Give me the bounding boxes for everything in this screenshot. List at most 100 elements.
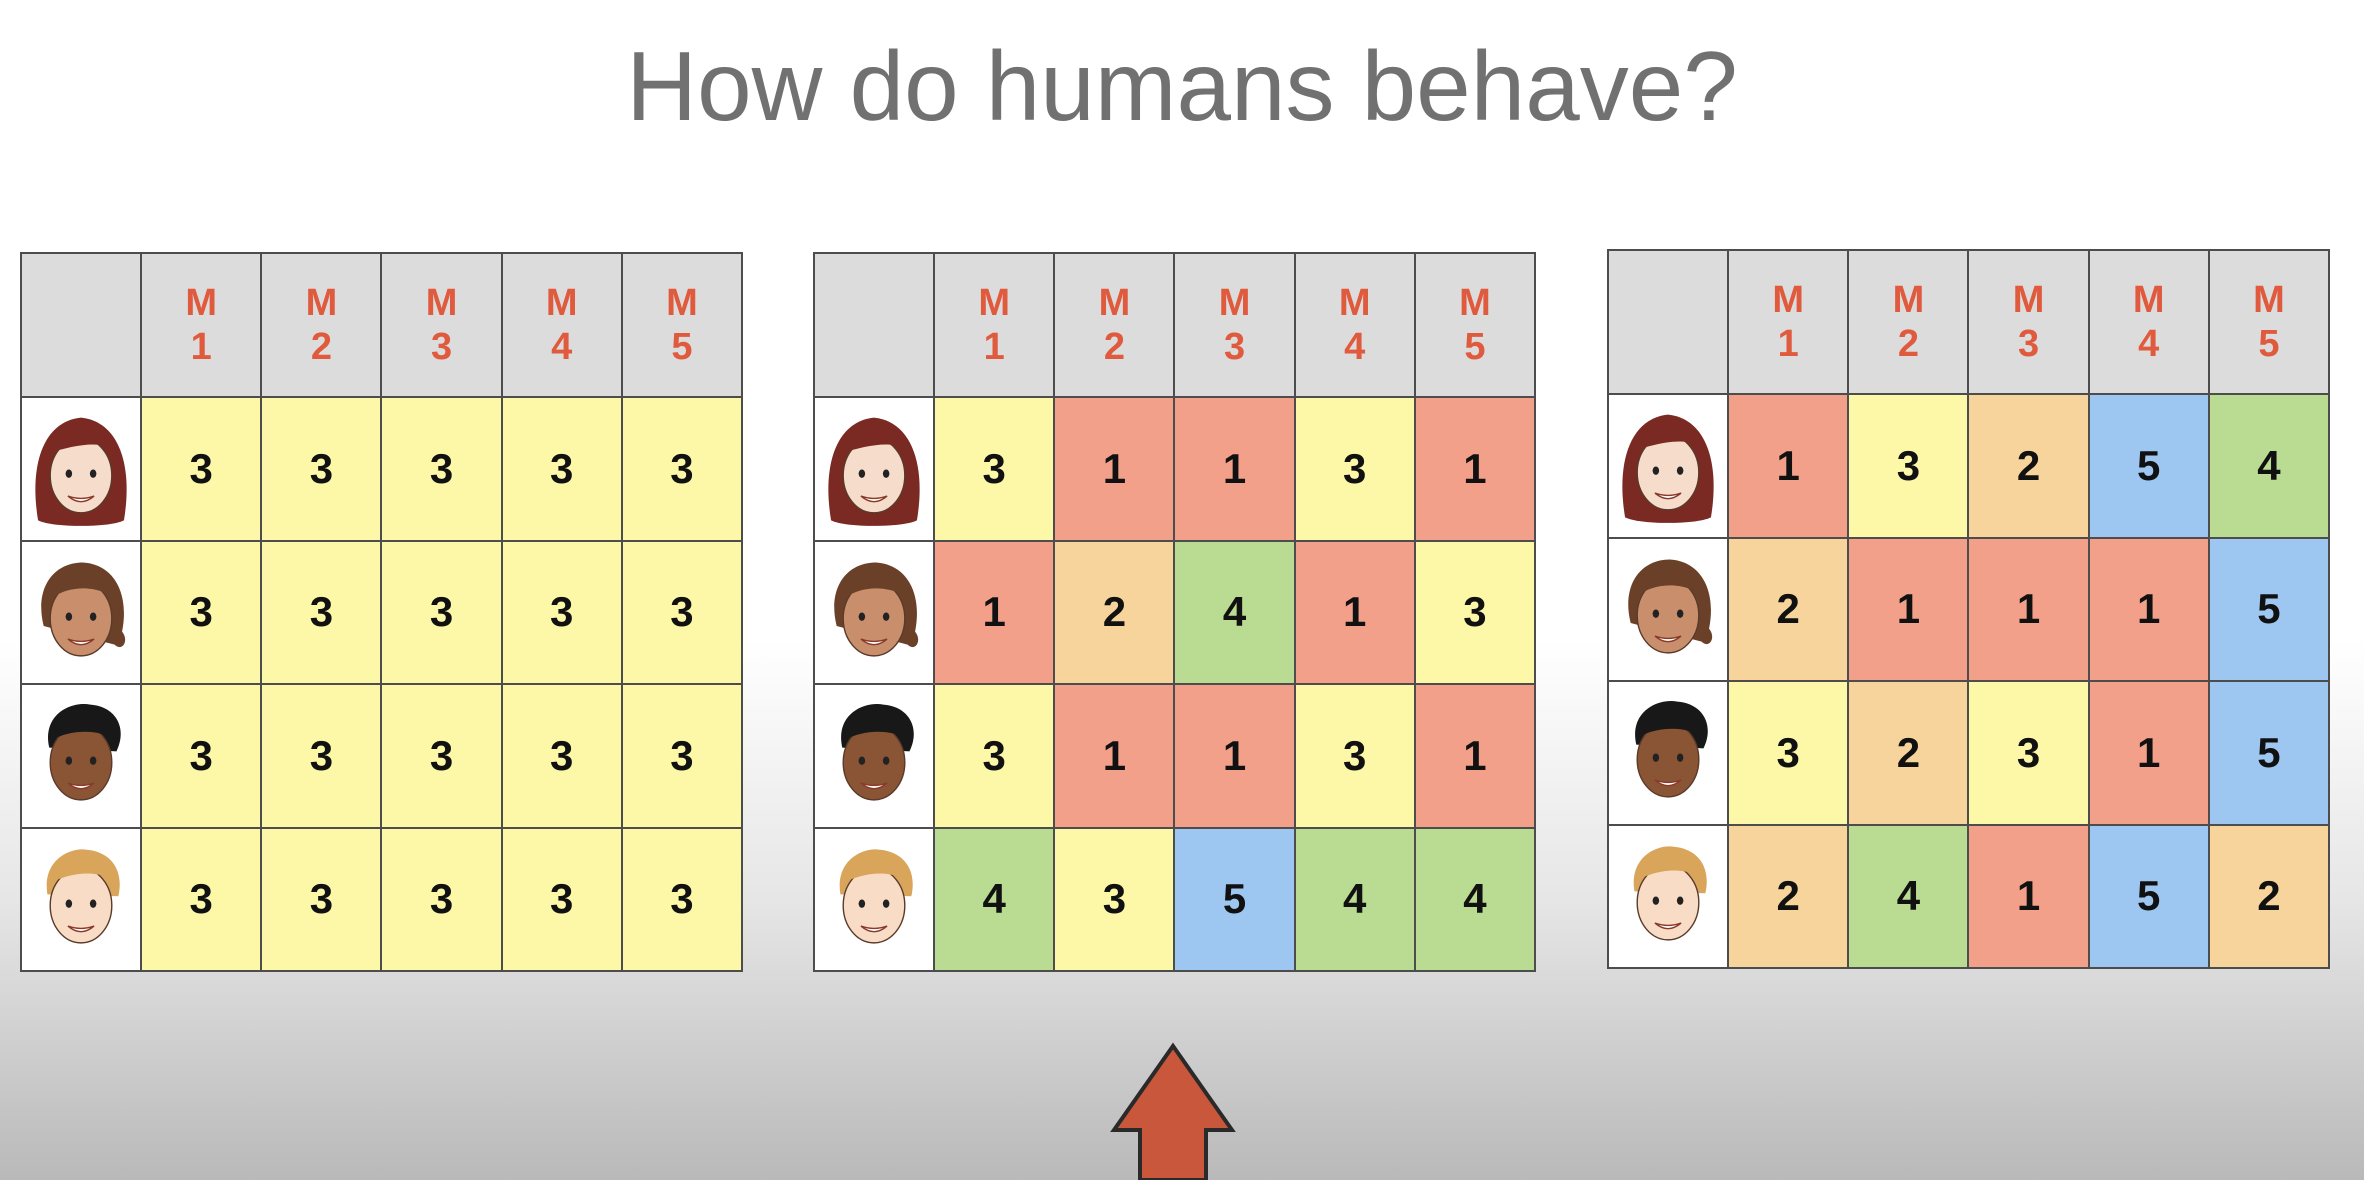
rating-cell: 4: [933, 826, 1056, 972]
woman-red-hair-avatar: [19, 396, 143, 542]
rating-cell: 3: [1413, 539, 1537, 685]
rating-cell: 3: [933, 396, 1056, 542]
movie-header-number: 1: [983, 326, 1005, 368]
movie-header-number: 2: [1103, 326, 1125, 368]
rating-cell: 3: [140, 396, 263, 542]
rating-cell: 3: [1293, 396, 1416, 542]
movie-header-number: 3: [2017, 323, 2040, 365]
rating-cell: 3: [620, 683, 744, 829]
movie-header-number: 1: [1777, 323, 1799, 365]
rating-cell: 3: [620, 826, 744, 972]
rating-cell: 1: [1967, 536, 2090, 682]
movie-header-letter: M: [2012, 279, 2045, 321]
rating-cell: 3: [140, 826, 263, 972]
rating-cell: 2: [1727, 823, 1850, 969]
rating-cell: 3: [380, 539, 503, 685]
movie-header-letter: M: [1892, 279, 1925, 321]
rating-cell: 4: [1173, 539, 1296, 685]
rating-cell: 3: [620, 539, 744, 685]
movie-header-letter: M: [1459, 282, 1491, 324]
man-curly-hair-avatar: [812, 683, 936, 829]
movie-header-letter: M: [978, 282, 1011, 324]
rating-cell: 3: [500, 539, 623, 685]
movie-header-letter: M: [1218, 282, 1251, 324]
woman-brown-hair-avatar: [19, 539, 143, 685]
rating-cell: 2: [1727, 536, 1850, 682]
movie-header-letter: M: [185, 282, 218, 324]
rating-cell: 1: [933, 539, 1056, 685]
movie-header-number: 5: [2258, 323, 2280, 365]
rating-cell: 5: [1173, 826, 1296, 972]
rating-cell: 3: [1967, 680, 2090, 826]
rating-cell: 1: [1053, 396, 1176, 542]
header-corner-cell: [812, 252, 936, 398]
rating-cell: 3: [933, 683, 1056, 829]
rating-cell: 2: [1847, 680, 1970, 826]
man-curly-hair-avatar: [19, 683, 143, 829]
up-arrow-icon: [1110, 1042, 1236, 1180]
rating-cell: 4: [1293, 826, 1416, 972]
rating-cell: 1: [1293, 539, 1416, 685]
movie-header-letter: M: [305, 282, 338, 324]
rating-cell: 3: [1293, 683, 1416, 829]
rating-cell: 4: [2207, 393, 2331, 539]
rating-cell: 4: [1847, 823, 1970, 969]
rating-cell: 3: [500, 826, 623, 972]
rating-cell: 3: [1053, 826, 1176, 972]
man-blond-hair-avatar: [812, 826, 936, 972]
man-blond-hair-avatar: [1606, 823, 1730, 969]
rating-cell: 1: [1727, 393, 1850, 539]
rating-cell: 3: [500, 683, 623, 829]
movie-header-number: 5: [671, 326, 693, 368]
woman-brown-hair-avatar: [812, 539, 936, 685]
rating-cell: 2: [2207, 823, 2331, 969]
movie-header-letter: M: [2253, 279, 2285, 321]
movie-header-letter: M: [1098, 282, 1131, 324]
rating-cell: 1: [1967, 823, 2090, 969]
woman-brown-hair-avatar: [1606, 536, 1730, 682]
rating-cell: 1: [1413, 683, 1537, 829]
movie-header-letter: M: [1772, 279, 1805, 321]
man-blond-hair-avatar: [19, 826, 143, 972]
rating-cell: 1: [1173, 683, 1296, 829]
movie-header-number: 2: [1897, 323, 1919, 365]
rating-cell: 3: [500, 396, 623, 542]
movie-header-number: 1: [190, 326, 212, 368]
movie-header-number: 2: [310, 326, 332, 368]
rating-cell: 1: [1173, 396, 1296, 542]
rating-cell: 1: [1413, 396, 1537, 542]
rating-cell: 3: [380, 826, 503, 972]
rating-cell: 3: [380, 396, 503, 542]
man-curly-hair-avatar: [1606, 680, 1730, 826]
movie-header-letter: M: [2132, 279, 2165, 321]
rating-cell: 1: [2087, 680, 2210, 826]
movie-header-letter: M: [545, 282, 578, 324]
rating-cell: 2: [1053, 539, 1176, 685]
rating-cell: 3: [1727, 680, 1850, 826]
rating-cell: 3: [380, 683, 503, 829]
rating-cell: 5: [2207, 680, 2331, 826]
rating-cell: 3: [620, 396, 744, 542]
rating-cell: 1: [1847, 536, 1970, 682]
slide-title: How do humans behave?: [626, 31, 1738, 141]
header-corner-cell: [19, 252, 143, 398]
movie-header-number: 5: [1464, 326, 1486, 368]
